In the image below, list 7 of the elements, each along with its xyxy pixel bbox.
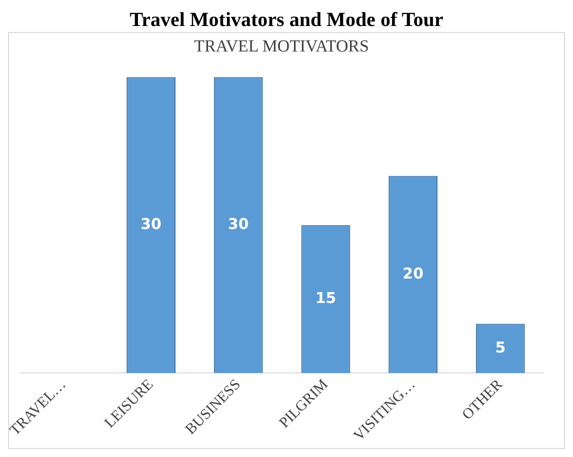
data-label: 20	[402, 264, 424, 282]
data-label: 15	[315, 288, 336, 307]
data-label: 30	[228, 215, 249, 233]
data-label: 5	[495, 338, 506, 356]
chart-subtitle: TRAVEL MOTIVATORS	[194, 36, 369, 56]
data-label: 30	[140, 215, 162, 233]
chart-title: Travel Motivators and Mode of Tour	[128, 8, 444, 32]
